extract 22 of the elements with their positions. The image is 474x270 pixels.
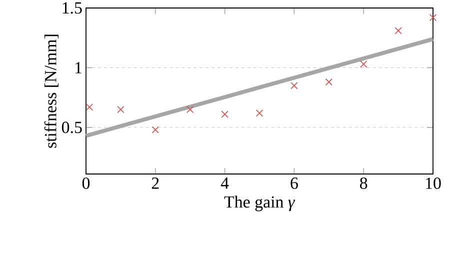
point — [152, 126, 160, 134]
x-tick-label: 2 — [152, 178, 159, 189]
x-tick-label: 4 — [220, 178, 229, 189]
point — [186, 106, 194, 114]
x-tick-label: 8 — [360, 178, 368, 189]
point — [429, 14, 437, 22]
x-tick-label: 0 — [82, 178, 90, 189]
y-tick-label: 0.5 — [62, 122, 82, 134]
x-axis-title: The gain γ — [224, 196, 296, 212]
y-tick-label: 1 — [75, 62, 82, 74]
point — [290, 82, 298, 90]
y-tick-label: 1.5 — [62, 2, 82, 14]
point — [86, 104, 94, 111]
point — [221, 110, 228, 118]
point — [325, 78, 333, 86]
y-axis-title: stiffness [N/mm] — [44, 34, 58, 148]
x-tick-label: 10 — [426, 178, 441, 189]
point — [256, 109, 264, 117]
point — [117, 106, 124, 114]
point — [360, 60, 368, 68]
x-tick-label: 6 — [290, 178, 298, 189]
point — [394, 27, 402, 34]
